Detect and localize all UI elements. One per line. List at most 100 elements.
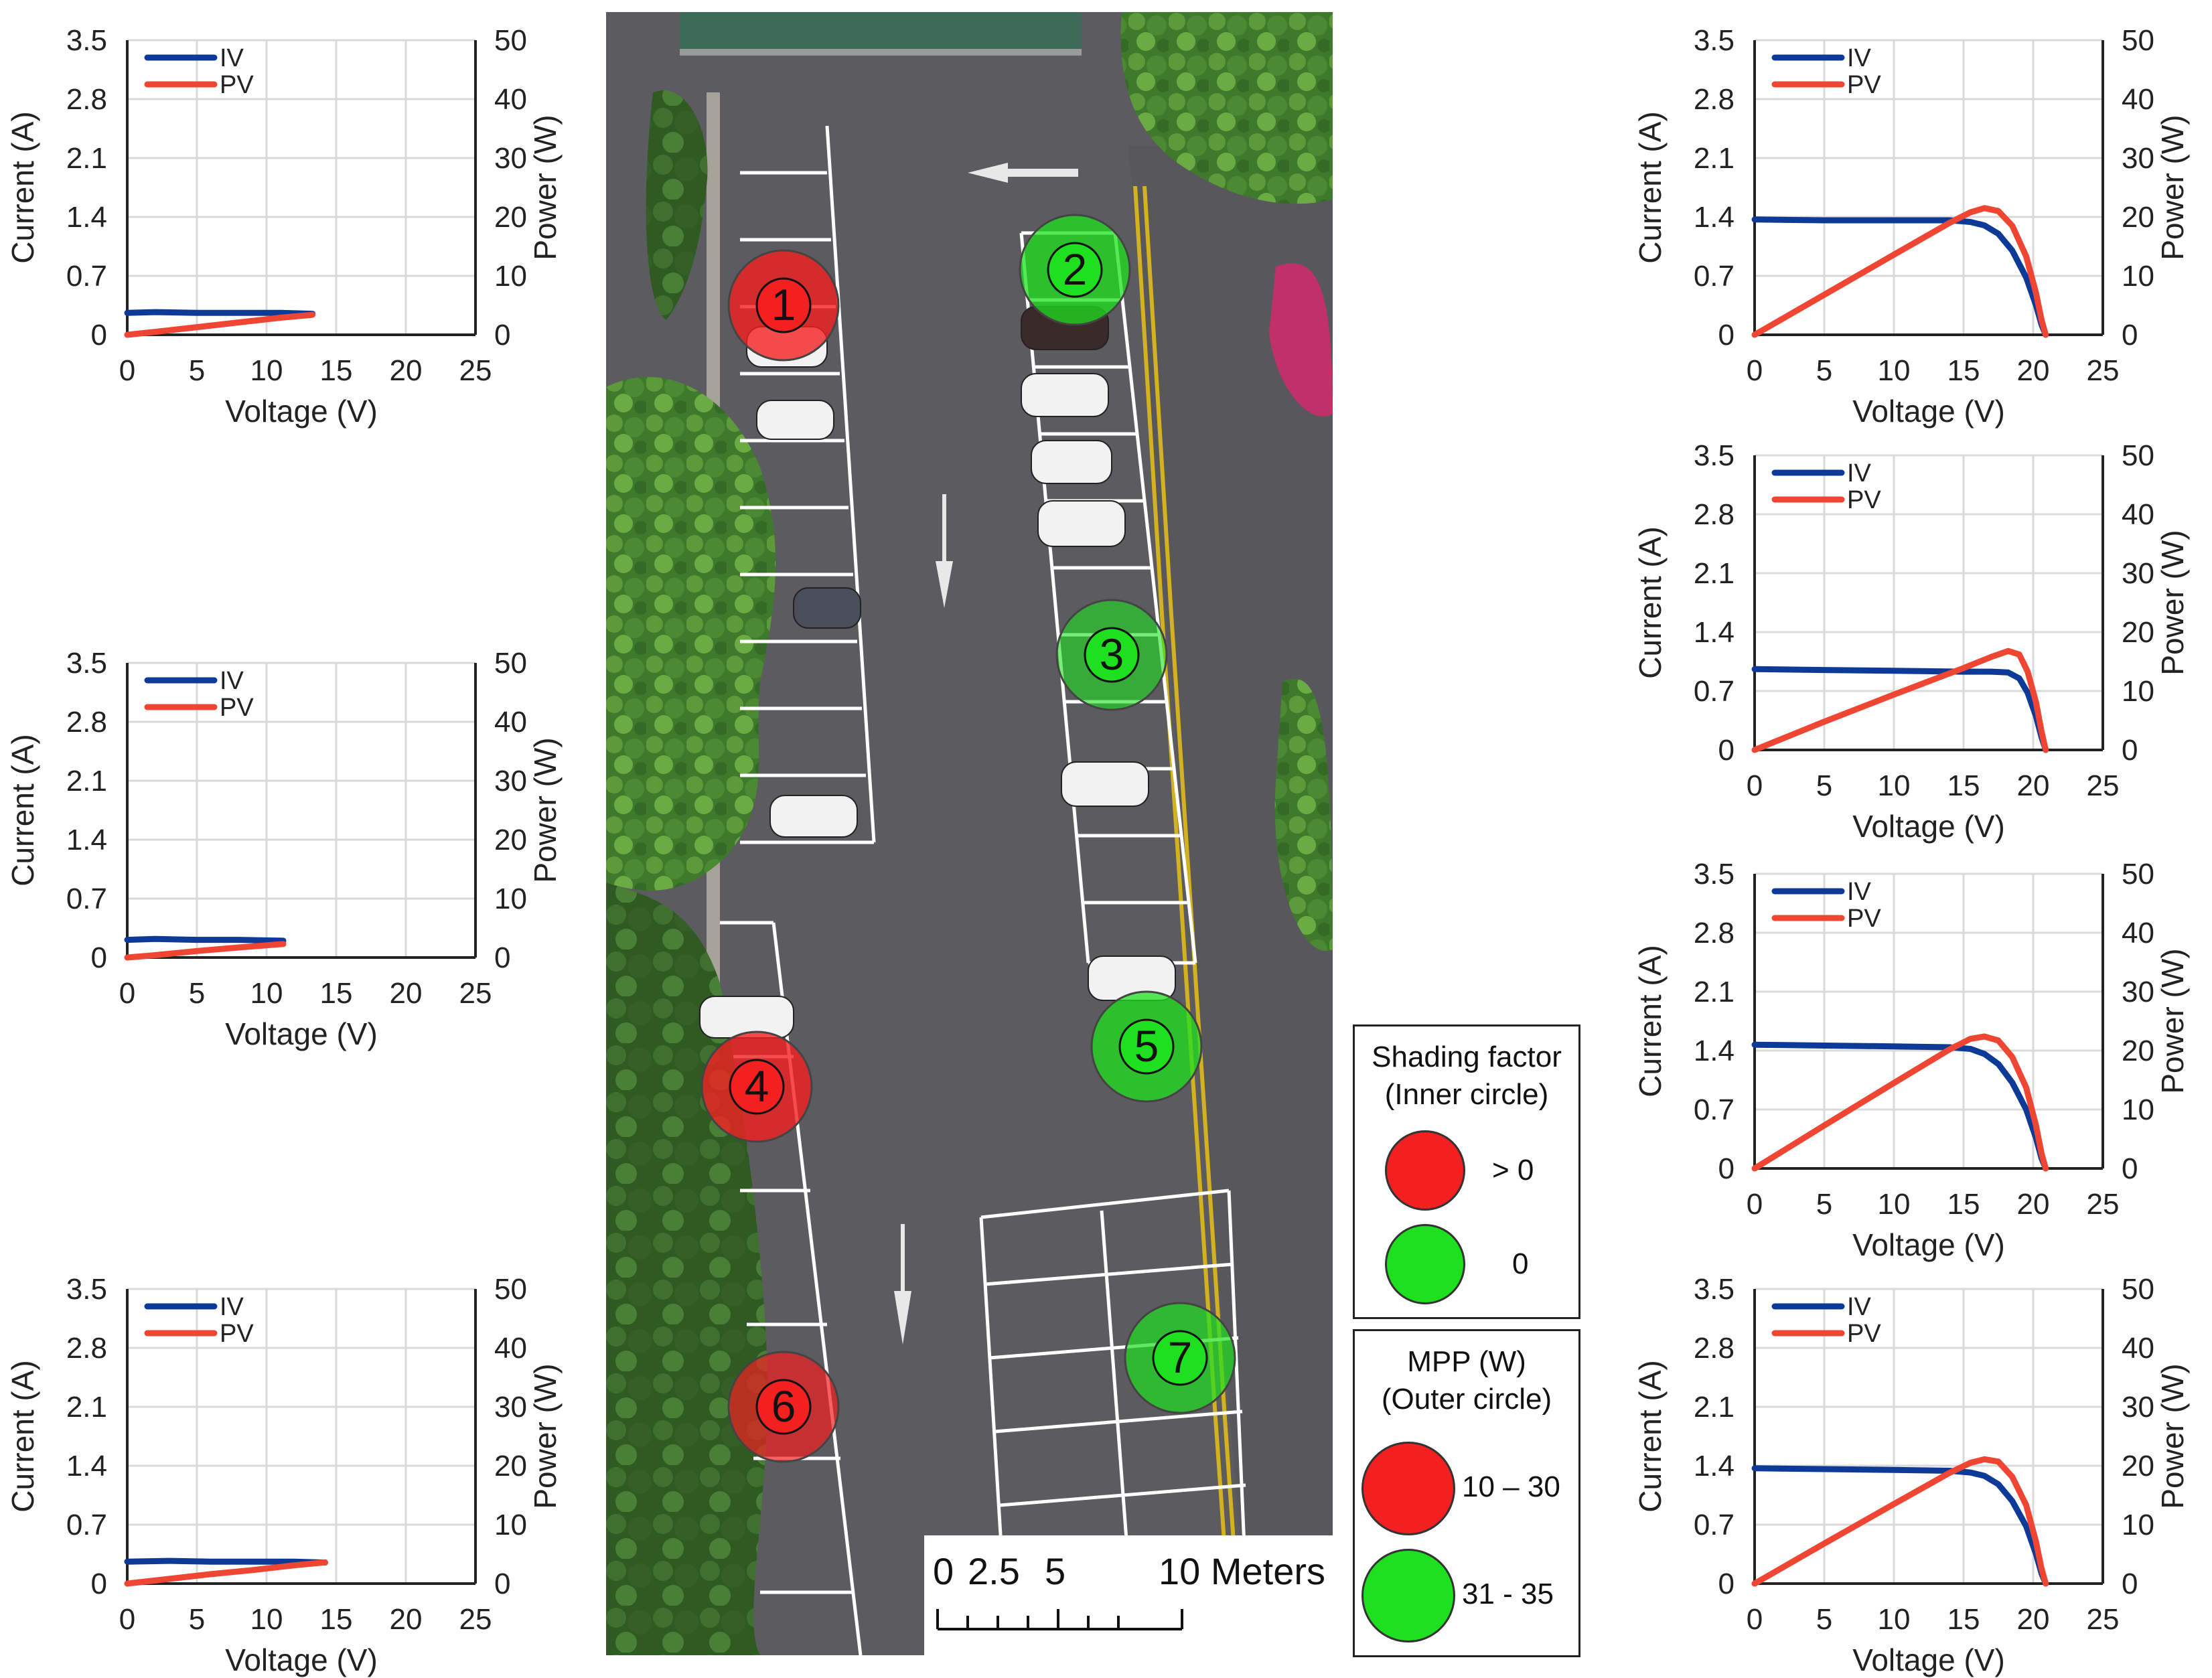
legend-swatch-red: [1361, 1442, 1455, 1535]
legend-shading-title-1: Shading factor: [1372, 1041, 1562, 1073]
series-line-pv: [1751, 205, 2049, 338]
scale-label-2-5: 2.5: [968, 1550, 1020, 1592]
y2-tick-label: 20: [494, 824, 527, 856]
scale-label-0: 0: [933, 1550, 954, 1592]
chart-svg: 0 5 10 15 20 2500.71.42.12.83.501020304050Vol…: [5, 24, 563, 429]
y-tick-label: 1.4: [1694, 201, 1735, 234]
y2-axis-label: Power (W): [2155, 530, 2190, 675]
legend-label-pv: PV: [220, 71, 254, 99]
y-tick-label: 0: [91, 319, 107, 352]
y-tick-label: 1.4: [66, 1450, 107, 1482]
x-tick-label: 20: [390, 977, 423, 1010]
y2-tick-label: 0: [2122, 734, 2138, 767]
y-tick-label: 2.8: [1694, 83, 1735, 116]
y-tick-label: 0.7: [66, 1509, 107, 1541]
y-tick-label: 0: [91, 1568, 107, 1600]
x-tick-label: 0: [119, 1603, 135, 1636]
scale-label-5: 5: [1045, 1550, 1065, 1592]
x-tick-label: 5: [1816, 1188, 1832, 1221]
x-tick-label: 0: [119, 977, 135, 1010]
marker-label: 4: [745, 1061, 769, 1111]
legend-swatch-green: [1361, 1549, 1455, 1643]
legend-label-iv: IV: [220, 1293, 244, 1321]
y2-axis-label: Power (W): [528, 737, 563, 883]
legend-label-iv: IV: [220, 44, 244, 72]
legend-mpp-title-1: MPP (W): [1407, 1345, 1526, 1378]
y-tick-label: 1.4: [1694, 1450, 1735, 1482]
x-tick-label: 5: [1816, 354, 1832, 387]
map-marker-3: 3: [1055, 599, 1168, 711]
legend-label-pv: PV: [220, 694, 254, 722]
marker-label: 1: [771, 280, 796, 329]
y2-tick-label: 30: [2122, 1391, 2154, 1424]
y2-tick-label: 40: [494, 1332, 527, 1365]
x-tick-label: 15: [1947, 1603, 1980, 1636]
legend-shading-label-green: 0: [1512, 1247, 1529, 1280]
map-marker-4: 4: [701, 1031, 813, 1143]
chart-svg: 0 5 10 15 20 2500.71.42.12.83.501020304050Vol…: [1633, 1273, 2190, 1677]
x-axis-label: Voltage (V): [1852, 809, 2005, 844]
y-tick-label: 3.5: [1694, 24, 1735, 57]
x-tick-label: 25: [459, 354, 492, 387]
x-axis-label: Voltage (V): [225, 1016, 378, 1051]
y2-tick-label: 0: [2122, 1568, 2138, 1600]
series-line-pv: [124, 311, 316, 338]
y2-tick-label: 20: [2122, 1450, 2154, 1482]
y-tick-label: 2.8: [66, 706, 107, 739]
y-axis-label: Current (A): [5, 734, 40, 886]
y-tick-label: 3.5: [1694, 439, 1735, 472]
y2-tick-label: 0: [494, 941, 510, 974]
x-axis-label: Voltage (V): [1852, 1227, 2005, 1262]
aerial-map: 1 2 3 4 5 6 7: [606, 12, 1333, 1655]
x-tick-label: 20: [2017, 1188, 2050, 1221]
y2-tick-label: 50: [2122, 858, 2154, 891]
y-tick-label: 2.1: [66, 1391, 107, 1424]
y-tick-label: 0.7: [66, 883, 107, 915]
x-tick-label: 0: [119, 354, 135, 387]
y2-tick-label: 40: [494, 706, 527, 739]
y-tick-label: 0.7: [66, 260, 107, 293]
x-tick-label: 10: [250, 1603, 283, 1636]
y-tick-label: 2.8: [1694, 1332, 1735, 1365]
y2-tick-label: 10: [2122, 675, 2154, 708]
y2-axis-label: Power (W): [528, 1363, 563, 1509]
x-tick-label: 15: [320, 1603, 353, 1636]
x-tick-label: 5: [1816, 769, 1832, 802]
marker-label: 6: [771, 1381, 796, 1431]
series-line-pv: [1751, 647, 2049, 753]
y-axis-label: Current (A): [1633, 1360, 1668, 1512]
y-tick-label: 0: [1718, 319, 1735, 352]
legend-mpp-title-2: (Outer circle): [1381, 1383, 1552, 1416]
legend-label-iv: IV: [1847, 459, 1872, 487]
legend-mpp-label-red: 10 – 30: [1462, 1470, 1560, 1503]
y2-tick-label: 0: [494, 1568, 510, 1600]
chart-panel-7: 0 5 10 15 20 25 0 0.7 1.4 2.1 2.8 3.5 0 10 20 30 40 50 Vol…: [1627, 1269, 2210, 1677]
x-tick-label: 15: [1947, 1188, 1980, 1221]
y2-axis-label: Power (W): [2155, 115, 2190, 260]
legend-label-pv: PV: [1847, 1320, 1881, 1348]
y2-tick-label: 30: [2122, 557, 2154, 590]
x-tick-label: 20: [390, 354, 423, 387]
x-tick-label: 20: [2017, 769, 2050, 802]
y-tick-label: 1.4: [66, 824, 107, 856]
y2-tick-label: 10: [494, 883, 527, 915]
x-tick-label: 10: [1878, 769, 1911, 802]
x-axis-label: Voltage (V): [225, 394, 378, 429]
legend-mpp-label-green: 31 - 35: [1462, 1578, 1554, 1610]
y2-tick-label: 10: [2122, 1509, 2154, 1541]
legend-label-pv: PV: [1847, 905, 1881, 933]
y2-tick-label: 10: [494, 260, 527, 293]
y2-tick-label: 30: [2122, 976, 2154, 1008]
series-line-iv: [1751, 1465, 2049, 1587]
x-tick-label: 10: [250, 354, 283, 387]
scale-bar: 0 2.5 5 10 Meters: [924, 1535, 1333, 1655]
chart-svg: 0 5 10 15 20 2500.71.42.12.83.501020304050Vol…: [5, 1273, 563, 1677]
chart-svg: 0 5 10 15 20 2500.71.42.12.83.501020304050Vol…: [1633, 24, 2190, 429]
y-tick-label: 0: [1718, 1152, 1735, 1185]
map-marker-7: 7: [1124, 1302, 1236, 1414]
y-tick-label: 2.1: [1694, 557, 1735, 590]
y2-tick-label: 50: [2122, 439, 2154, 472]
legend-swatch-red: [1385, 1130, 1465, 1211]
x-tick-label: 10: [1878, 354, 1911, 387]
y2-tick-label: 20: [2122, 1035, 2154, 1067]
